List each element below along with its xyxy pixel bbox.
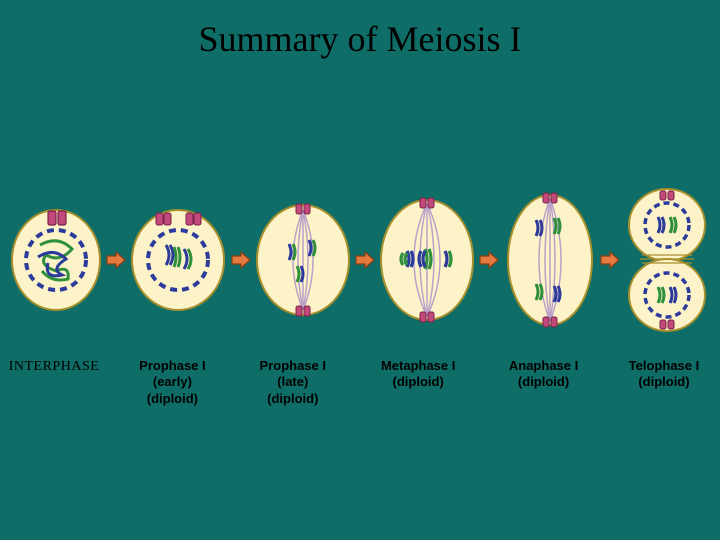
- cell-anaphase-svg: [502, 190, 598, 330]
- cell-prophase-early: [128, 205, 228, 315]
- arrow-icon: [600, 251, 620, 269]
- cell-anaphase: [502, 190, 598, 330]
- slide-title: Summary of Meiosis I: [0, 18, 720, 60]
- arrow-icon: [106, 251, 126, 269]
- cell-metaphase-svg: [377, 195, 477, 325]
- label-anaphase: Anaphase I(diploid): [494, 358, 594, 407]
- cell-prophase-late: [253, 200, 353, 320]
- slide: Summary of Meiosis I: [0, 0, 720, 540]
- cell-telophase-svg: [622, 185, 712, 335]
- label-prophase-early: Prophase I(early)(diploid): [122, 358, 222, 407]
- cell-telophase: [622, 185, 712, 335]
- cell-metaphase: [377, 195, 477, 325]
- stages-row: [0, 180, 720, 340]
- cell-prophase-early-svg: [128, 205, 228, 315]
- cell-interphase: [8, 205, 104, 315]
- label-metaphase: Metaphase I(diploid): [363, 358, 473, 407]
- labels-row: INTERPHASE Prophase I(early)(diploid) Pr…: [0, 358, 720, 407]
- arrow-icon: [355, 251, 375, 269]
- label-telophase: Telophase I(diploid): [614, 358, 714, 407]
- arrow-icon: [479, 251, 499, 269]
- cell-interphase-svg: [8, 205, 104, 315]
- label-prophase-late: Prophase I(late)(diploid): [243, 358, 343, 407]
- label-interphase: INTERPHASE: [6, 358, 102, 407]
- cell-prophase-late-svg: [253, 200, 353, 320]
- arrow-icon: [231, 251, 251, 269]
